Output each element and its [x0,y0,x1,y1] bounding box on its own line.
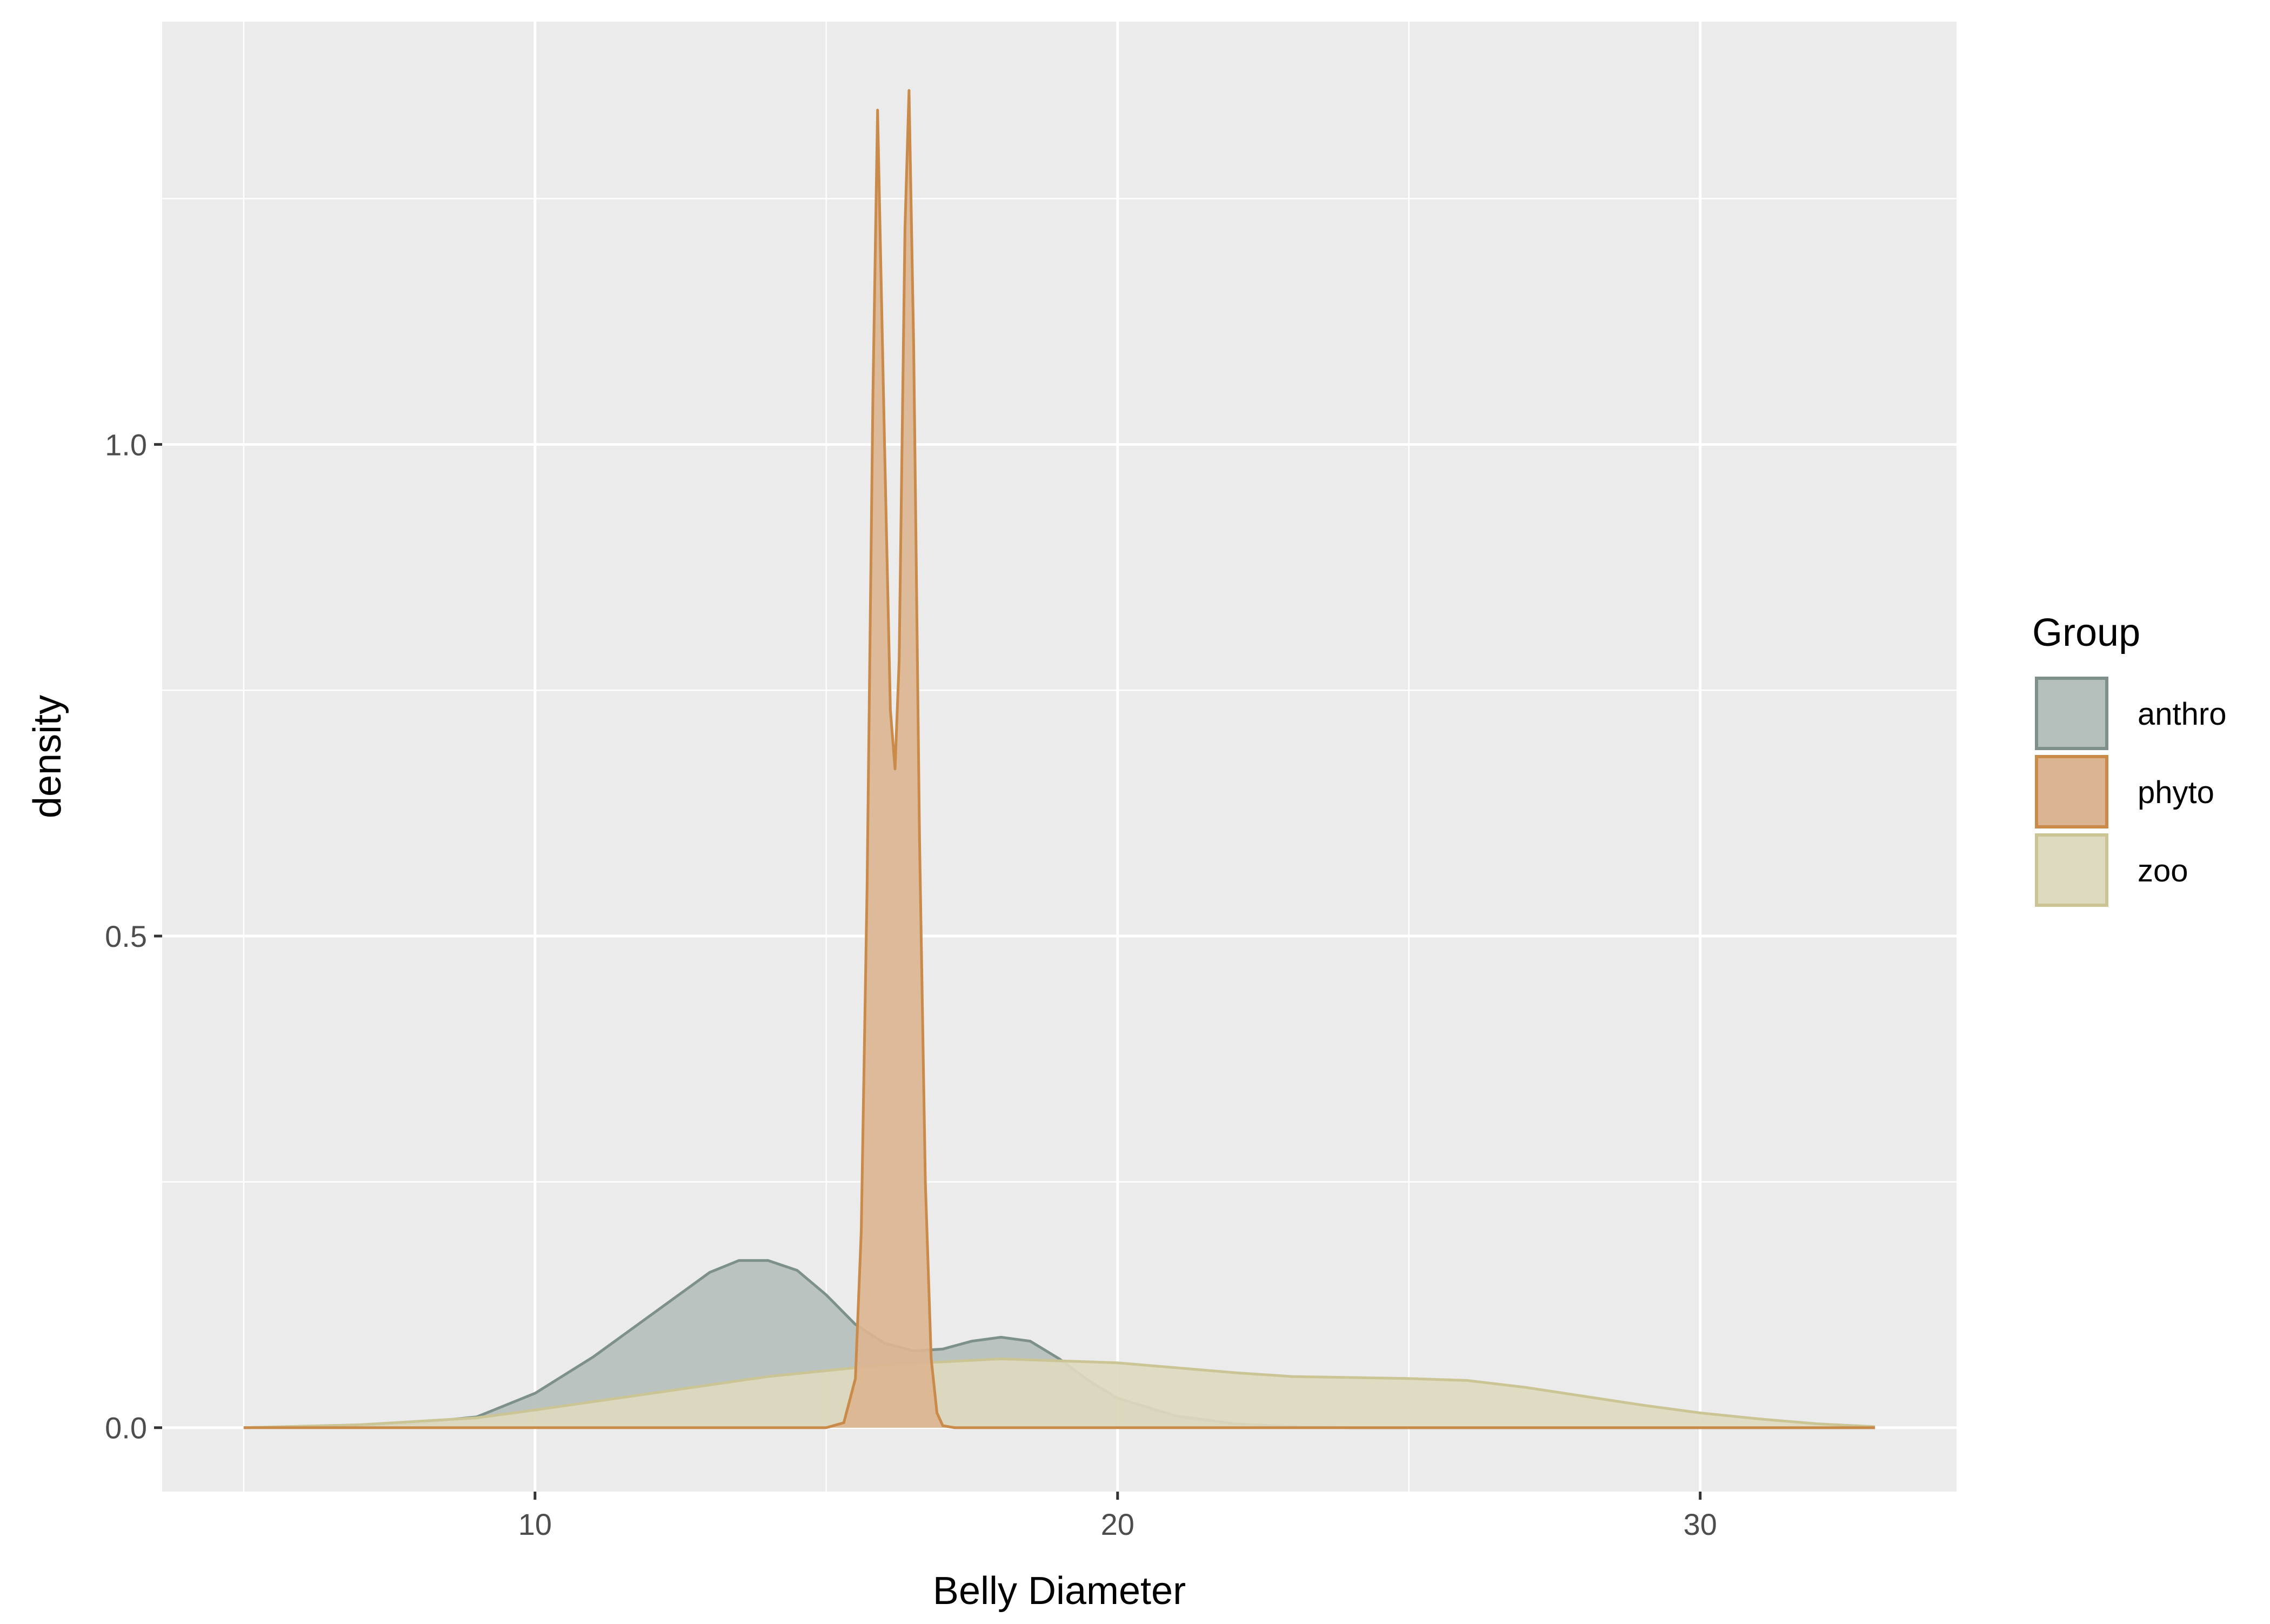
y-tick-label: 0.0 [105,1411,147,1445]
legend-key-anthro [2035,677,2108,750]
plot-panel [162,22,1957,1492]
y-tick-label: 0.5 [105,919,147,953]
x-axis-title: Belly Diameter [933,1569,1186,1613]
legend-label-phyto: phyto [2138,775,2214,810]
legend-label-anthro: anthro [2138,697,2226,732]
minor-gridlines [162,22,1957,1492]
density-series [243,89,1875,1429]
y-axis-title: density [26,695,69,818]
legend-key-phyto [2035,755,2108,828]
density-area-anthro [243,1260,1875,1428]
legend: Group anthro phyto zoo [2032,611,2226,907]
tick-labels: 10 20 30 0.0 0.5 1.0 [105,427,1717,1541]
axis-ticks [154,443,1702,1500]
x-tick-label: 30 [1684,1507,1717,1541]
x-tick-label: 10 [518,1507,552,1541]
density-line-phyto [243,89,1875,1429]
density-area-zoo [243,1359,1875,1428]
legend-label-zoo: zoo [2138,853,2188,888]
y-tick-label: 1.0 [105,427,147,462]
legend-items: anthro phyto zoo [2035,677,2226,907]
legend-key-zoo [2035,833,2108,907]
density-line-zoo [243,1357,1875,1429]
x-tick-label: 20 [1101,1507,1134,1541]
legend-title: Group [2032,611,2140,654]
